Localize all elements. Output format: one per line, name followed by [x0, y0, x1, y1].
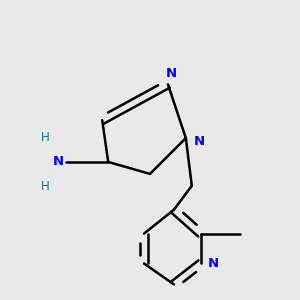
Text: N: N — [52, 155, 63, 168]
Text: N: N — [165, 67, 176, 80]
Text: N: N — [193, 134, 204, 148]
Text: N: N — [208, 257, 219, 270]
Text: H: H — [41, 180, 50, 193]
Text: H: H — [41, 131, 50, 144]
